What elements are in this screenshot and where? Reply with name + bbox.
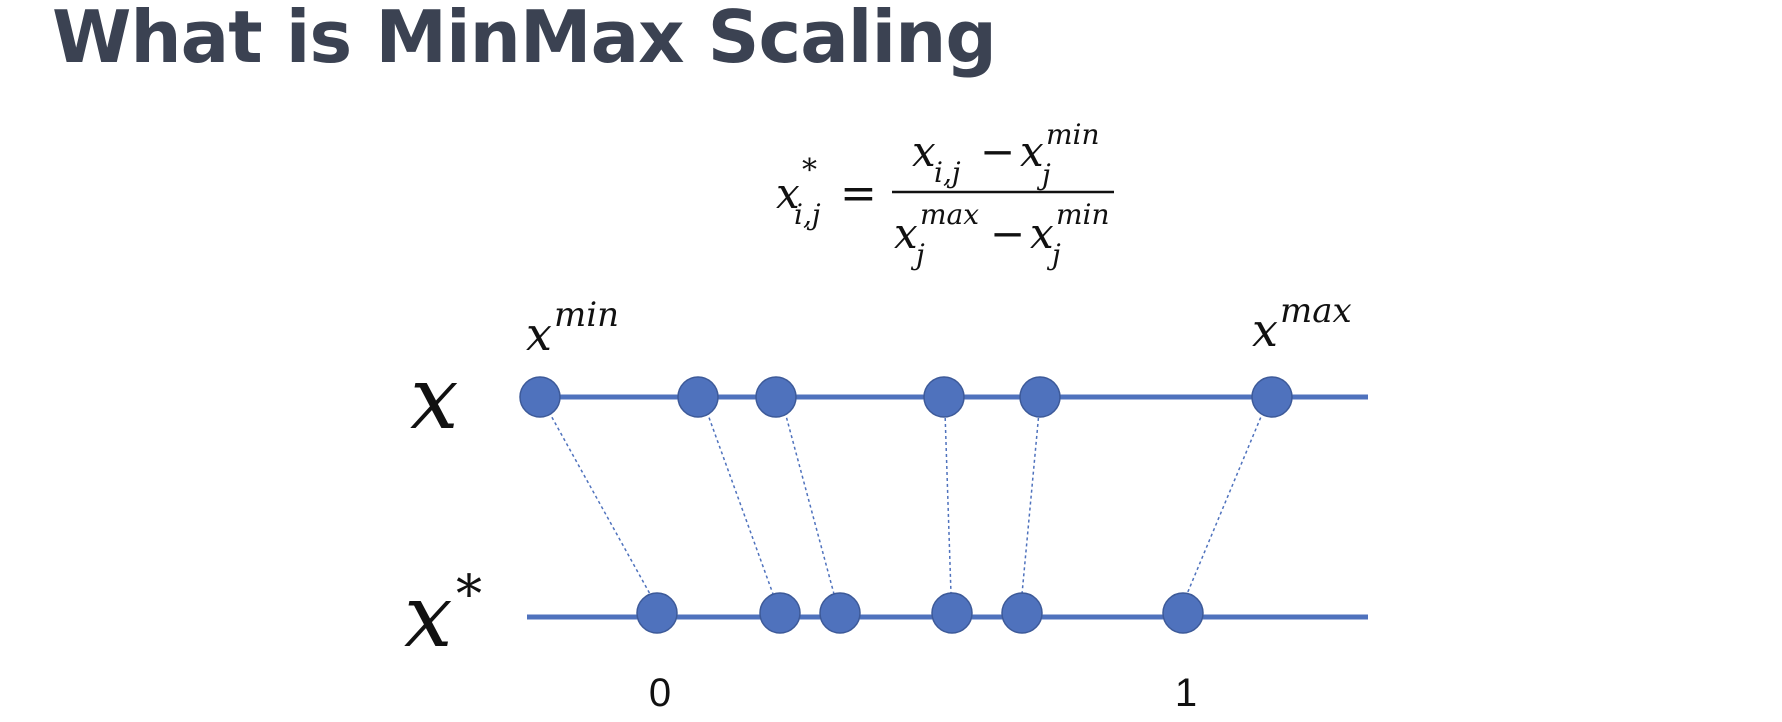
- bottom-axis-label-sup: *: [456, 565, 482, 625]
- tick-label-zero: 0: [649, 671, 671, 715]
- scaled-point-1: [636, 592, 678, 634]
- x-max-label-base: x: [1252, 303, 1278, 357]
- original-point-5: [1019, 376, 1061, 418]
- original-point-4: [923, 376, 965, 418]
- scaled-point-5: [1001, 592, 1043, 634]
- formula-num-b-sup: min: [1046, 118, 1100, 151]
- scaled-point-6: [1162, 592, 1204, 634]
- scaled-points: [636, 592, 1204, 634]
- mapping-line-6: [1186, 411, 1264, 595]
- mapping-line-5: [1021, 411, 1040, 595]
- formula-den-a-sup: max: [920, 198, 979, 231]
- formula-num-minus: −: [980, 127, 1015, 176]
- original-point-3: [755, 376, 797, 418]
- minmax-formula: x * i,j = x i,j − x min j x max j − x mi…: [776, 118, 1114, 271]
- mapping-line-2: [706, 411, 774, 595]
- x-min-label-sup: min: [554, 295, 619, 335]
- original-points: [519, 376, 1293, 418]
- formula-equals: =: [840, 168, 877, 219]
- bottom-axis-label-base: x: [404, 567, 453, 667]
- formula-den-b-sup: min: [1056, 198, 1110, 231]
- formula-num-a-base: x: [912, 127, 936, 176]
- original-point-2: [677, 376, 719, 418]
- formula-lhs-base: x: [776, 169, 800, 218]
- scaled-point-4: [931, 592, 973, 634]
- original-point-6: [1251, 376, 1293, 418]
- mapping-lines: [548, 411, 1264, 595]
- formula-den-minus: −: [990, 209, 1025, 258]
- mapping-line-4: [944, 411, 952, 595]
- scaled-point-2: [759, 592, 801, 634]
- formula-num-a-sub: i,j: [934, 156, 961, 189]
- top-axis-label: x: [410, 349, 459, 449]
- formula-den-b-base: x: [1030, 209, 1054, 258]
- formula-lhs-sup: *: [802, 153, 817, 188]
- formula-num-b-base: x: [1020, 127, 1044, 176]
- x-max-label-sup: max: [1280, 291, 1352, 331]
- mapping-line-1: [548, 411, 651, 595]
- slide-title: What is MinMax Scaling: [52, 0, 997, 79]
- mapping-line-3: [784, 411, 835, 595]
- x-min-label-base: x: [526, 307, 552, 361]
- formula-den-a-base: x: [894, 209, 918, 258]
- scaled-point-3: [819, 592, 861, 634]
- original-point-1: [519, 376, 561, 418]
- tick-label-one: 1: [1175, 671, 1197, 715]
- formula-lhs-sub: i,j: [794, 198, 821, 231]
